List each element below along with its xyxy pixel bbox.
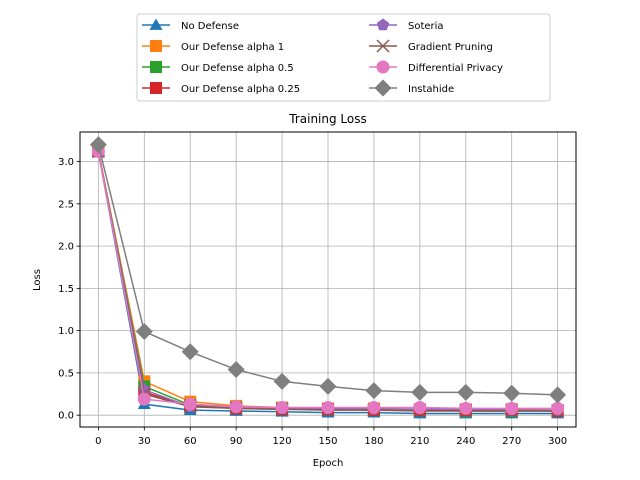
data-point (365, 382, 383, 400)
y-tick-label: 2.5 (58, 199, 74, 210)
x-tick-label: 210 (410, 436, 429, 447)
series-7 (89, 136, 567, 404)
data-point (503, 384, 521, 402)
legend-label: Soteria (408, 21, 444, 32)
data-point (551, 401, 565, 415)
y-tick-label: 1.0 (58, 326, 74, 337)
data-point (227, 361, 245, 379)
legend-marker (374, 79, 392, 97)
series-layer (89, 136, 567, 419)
data-point (135, 322, 153, 340)
grid (80, 132, 576, 427)
legend-marker (150, 40, 162, 52)
legend-entry: No Defense (142, 18, 239, 32)
x-tick-label: 300 (548, 436, 567, 447)
y-tick-label: 3.0 (58, 157, 74, 168)
data-point (275, 401, 289, 415)
axis-ticks: 0 30 60 90 120 150 180 210 240 270 300 0.0 0.5 1.0 1.5… (58, 157, 567, 447)
legend-label: Instahide (408, 84, 454, 95)
legend-marker (376, 18, 390, 31)
legend-entry: Gradient Pruning (369, 39, 493, 53)
legend-entry: Instahide (369, 79, 454, 97)
x-tick-label: 180 (364, 436, 383, 447)
legend-label: Gradient Pruning (408, 42, 493, 53)
y-tick-label: 2.0 (58, 242, 74, 253)
legend: No Defense Our Defense alpha 1 Our Defense… (136, 13, 551, 102)
data-point (411, 383, 429, 401)
x-axis-label: Epoch (313, 458, 344, 469)
legend-label: Our Defense alpha 0.5 (181, 63, 294, 74)
data-point (181, 343, 199, 361)
data-point (549, 386, 567, 404)
legend-marker (376, 60, 390, 74)
legend-entry: Our Defense alpha 0.5 (142, 61, 294, 74)
x-tick-label: 240 (456, 436, 475, 447)
data-point (321, 401, 335, 415)
x-tick-label: 270 (502, 436, 521, 447)
x-tick-label: 60 (184, 436, 197, 447)
data-point (319, 377, 337, 395)
x-tick-label: 90 (230, 436, 243, 447)
data-point (89, 136, 107, 154)
x-tick-label: 0 (95, 436, 101, 447)
legend-label: No Defense (181, 21, 239, 32)
data-point (367, 401, 381, 415)
data-point (137, 392, 151, 406)
legend-label: Differential Privacy (408, 63, 503, 74)
legend-box (136, 13, 551, 102)
x-tick-label: 30 (138, 436, 151, 447)
legend-entry: Soteria (369, 18, 444, 32)
data-point (459, 401, 473, 415)
y-tick-label: 0.5 (58, 368, 74, 379)
legend-marker (376, 39, 390, 53)
y-tick-label: 1.5 (58, 284, 74, 295)
data-point (273, 372, 291, 390)
legend-label: Our Defense alpha 0.25 (181, 84, 300, 95)
data-point (183, 397, 197, 411)
data-point (457, 383, 475, 401)
legend-entry: Differential Privacy (369, 60, 503, 74)
legend-marker (149, 18, 163, 30)
legend-marker (150, 82, 162, 94)
legend-entry: Our Defense alpha 1 (142, 40, 284, 53)
legend-marker (150, 61, 162, 73)
x-tick-label: 120 (273, 436, 292, 447)
y-tick-label: 0.0 (58, 411, 74, 422)
data-point (229, 400, 243, 414)
legend-label: Our Defense alpha 1 (181, 42, 284, 53)
data-point (505, 401, 519, 415)
chart-title: Training Loss (288, 112, 366, 126)
data-point (413, 401, 427, 415)
x-tick-label: 150 (318, 436, 337, 447)
series-6 (91, 144, 565, 415)
legend-entry: Our Defense alpha 0.25 (142, 82, 300, 95)
y-axis-label: Loss (32, 269, 43, 291)
